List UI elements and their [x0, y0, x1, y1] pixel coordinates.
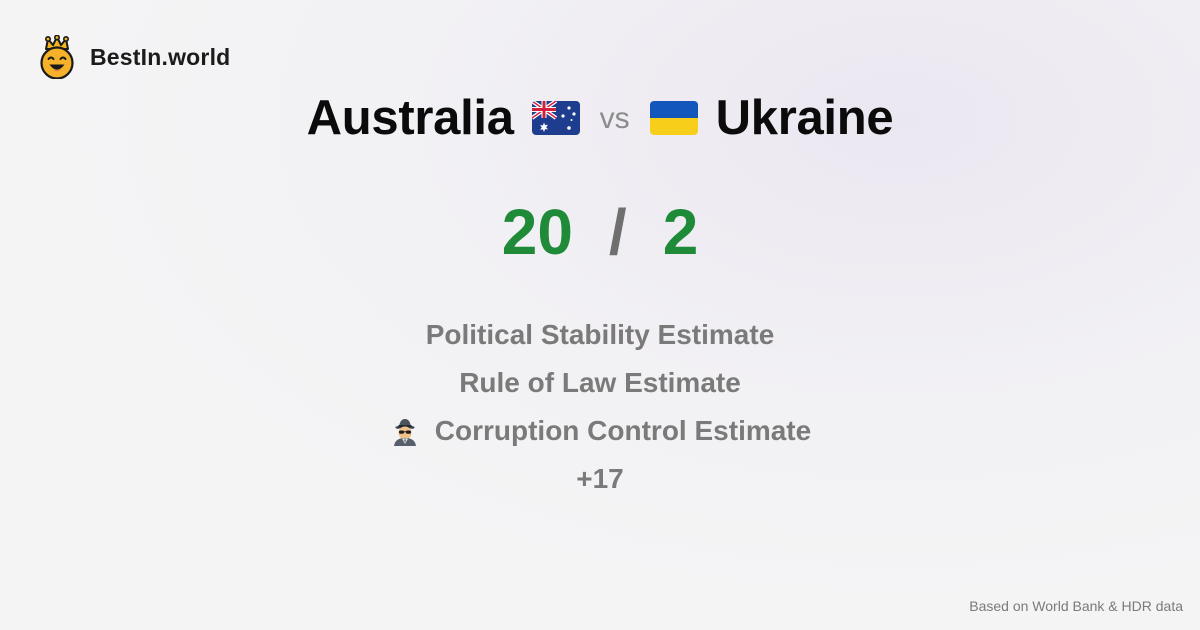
- left-country-name: Australia: [306, 91, 514, 145]
- right-score: 2: [662, 196, 699, 268]
- metric-rule-of-law: Rule of Law Estimate: [459, 359, 741, 407]
- brand-link[interactable]: BestIn.world: [38, 35, 230, 79]
- score-separator: /: [608, 196, 627, 268]
- metric-political-stability: Political Stability Estimate: [426, 311, 775, 359]
- metric-label: Corruption Control Estimate: [434, 415, 812, 446]
- right-country-name: Ukraine: [715, 91, 894, 145]
- metric-label: Rule of Law Estimate: [459, 367, 741, 398]
- crowned-smiley-icon: [38, 35, 76, 79]
- score-display: 20 / 2: [0, 196, 1200, 268]
- left-score: 20: [501, 196, 573, 268]
- more-count-label: +17: [576, 463, 624, 494]
- comparison-title: Australia vs Ukraine: [0, 86, 1200, 150]
- brand-name: BestIn.world: [90, 43, 231, 70]
- spy-icon: [389, 415, 421, 447]
- vs-label: vs: [599, 102, 630, 135]
- metric-corruption-control: Corruption Control Estimate: [389, 407, 811, 455]
- ukraine-flag-icon: [649, 101, 698, 135]
- more-metrics-count: +17: [576, 455, 624, 503]
- australia-flag-icon: [531, 101, 580, 135]
- metrics-list: Political Stability Estimate Rule of Law…: [0, 311, 1200, 503]
- metric-label: Political Stability Estimate: [425, 319, 775, 350]
- data-source-note: Based on World Bank & HDR data: [969, 598, 1183, 614]
